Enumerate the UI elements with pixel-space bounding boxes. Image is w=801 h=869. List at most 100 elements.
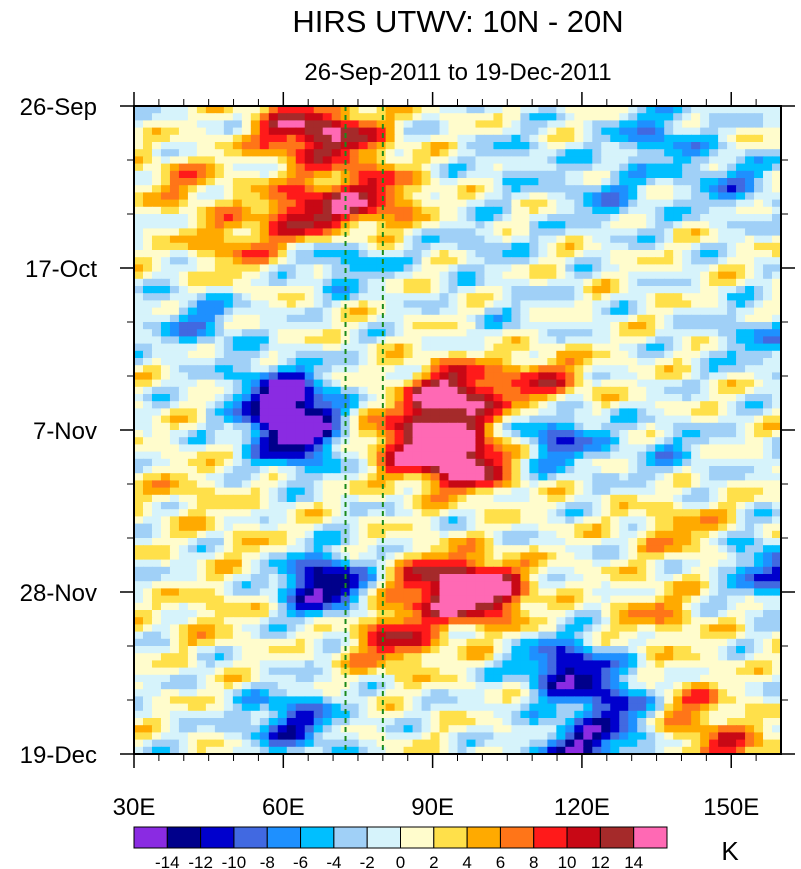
heatmap-cell	[295, 293, 306, 301]
heatmap-cell	[574, 307, 584, 316]
heatmap-cell	[718, 286, 728, 294]
heatmap-cell	[376, 559, 387, 568]
heatmap-cell	[403, 178, 414, 186]
heatmap-cell	[277, 502, 288, 510]
heatmap-cell	[421, 257, 432, 265]
heatmap-cell	[349, 581, 360, 589]
heatmap-cell	[583, 365, 593, 373]
heatmap-cell	[205, 552, 216, 561]
heatmap-cell	[718, 545, 728, 553]
heatmap-cell	[457, 127, 468, 136]
heatmap-cell	[466, 257, 477, 265]
heatmap-cell	[709, 588, 719, 597]
heatmap-cell	[736, 178, 746, 186]
heatmap-cell	[583, 293, 593, 301]
heatmap-cell	[484, 444, 495, 453]
heatmap-cell	[322, 113, 333, 121]
heatmap-cell	[583, 415, 593, 424]
heatmap-cell	[448, 595, 459, 604]
heatmap-cell	[475, 214, 486, 222]
heatmap-cell	[358, 581, 369, 589]
heatmap-cell	[349, 444, 360, 453]
heatmap-cell	[511, 509, 522, 517]
heatmap-cell	[718, 156, 728, 165]
heatmap-cell	[547, 358, 557, 366]
heatmap-cell	[241, 358, 252, 366]
heatmap-cell	[619, 494, 629, 503]
heatmap-cell	[331, 588, 342, 597]
heatmap-cell	[160, 264, 171, 273]
heatmap-cell	[259, 343, 270, 352]
heatmap-cell	[511, 264, 522, 273]
heatmap-cell	[187, 163, 198, 172]
heatmap-cell	[691, 566, 701, 575]
heatmap-cell	[565, 487, 575, 496]
heatmap-cell	[691, 379, 701, 388]
heatmap-cell	[214, 430, 225, 438]
heatmap-cell	[340, 566, 351, 575]
heatmap-cell	[556, 206, 566, 215]
heatmap-cell	[295, 494, 306, 503]
heatmap-cell	[142, 307, 153, 316]
heatmap-cell	[745, 451, 755, 460]
heatmap-cell	[134, 106, 144, 114]
heatmap-cell	[385, 264, 396, 273]
heatmap-cell	[484, 185, 495, 193]
heatmap-cell	[277, 574, 288, 582]
heatmap-cell	[376, 566, 387, 575]
heatmap-cell	[547, 206, 557, 215]
heatmap-cell	[727, 329, 737, 337]
heatmap-cell	[421, 206, 432, 215]
heatmap-cell	[475, 458, 486, 467]
heatmap-cell	[745, 422, 755, 431]
heatmap-cell	[592, 264, 602, 273]
heatmap-cell	[709, 394, 719, 402]
heatmap-cell	[160, 350, 171, 359]
heatmap-cell	[403, 487, 414, 496]
chart-subtitle: 26-Sep-2011 to 19-Dec-2011	[304, 59, 611, 86]
heatmap-cell	[412, 401, 423, 409]
heatmap-cell	[664, 149, 674, 157]
heatmap-cell	[691, 401, 701, 409]
heatmap-cell	[376, 286, 387, 294]
heatmap-cell	[385, 142, 396, 150]
heatmap-cell	[718, 379, 728, 388]
heatmap-cell	[421, 322, 432, 330]
heatmap-cell	[187, 379, 198, 388]
heatmap-cell	[277, 257, 288, 265]
heatmap-cell	[475, 444, 486, 453]
heatmap-cell	[214, 530, 225, 539]
heatmap-cell	[727, 487, 737, 496]
heatmap-cell	[727, 113, 737, 121]
heatmap-cell	[466, 595, 477, 604]
heatmap-cell	[295, 581, 306, 589]
heatmap-cell	[403, 386, 414, 395]
heatmap-cell	[466, 106, 477, 114]
heatmap-cell	[448, 480, 459, 489]
heatmap-cell	[349, 430, 360, 438]
heatmap-cell	[556, 466, 566, 474]
heatmap-cell	[142, 221, 153, 229]
heatmap-cell	[736, 185, 746, 193]
heatmap-cell	[358, 271, 369, 280]
heatmap-cell	[475, 502, 486, 510]
heatmap-cell	[259, 192, 270, 201]
heatmap-cell	[538, 264, 548, 273]
heatmap-cell	[628, 422, 638, 431]
heatmap-cell	[448, 156, 459, 165]
heatmap-cell	[304, 163, 315, 172]
heatmap-cell	[457, 314, 468, 323]
heatmap-cell	[448, 300, 459, 309]
heatmap-cell	[259, 494, 270, 503]
heatmap-cell	[232, 394, 243, 402]
heatmap-cell	[241, 221, 252, 229]
heatmap-cell	[493, 574, 504, 582]
heatmap-cell	[682, 134, 692, 143]
heatmap-cell	[313, 480, 324, 489]
heatmap-cell	[259, 120, 270, 129]
heatmap-cell	[484, 336, 495, 345]
heatmap-cell	[322, 574, 333, 582]
heatmap-cell	[304, 487, 315, 496]
heatmap-cell	[232, 602, 243, 611]
heatmap-cell	[745, 365, 755, 373]
